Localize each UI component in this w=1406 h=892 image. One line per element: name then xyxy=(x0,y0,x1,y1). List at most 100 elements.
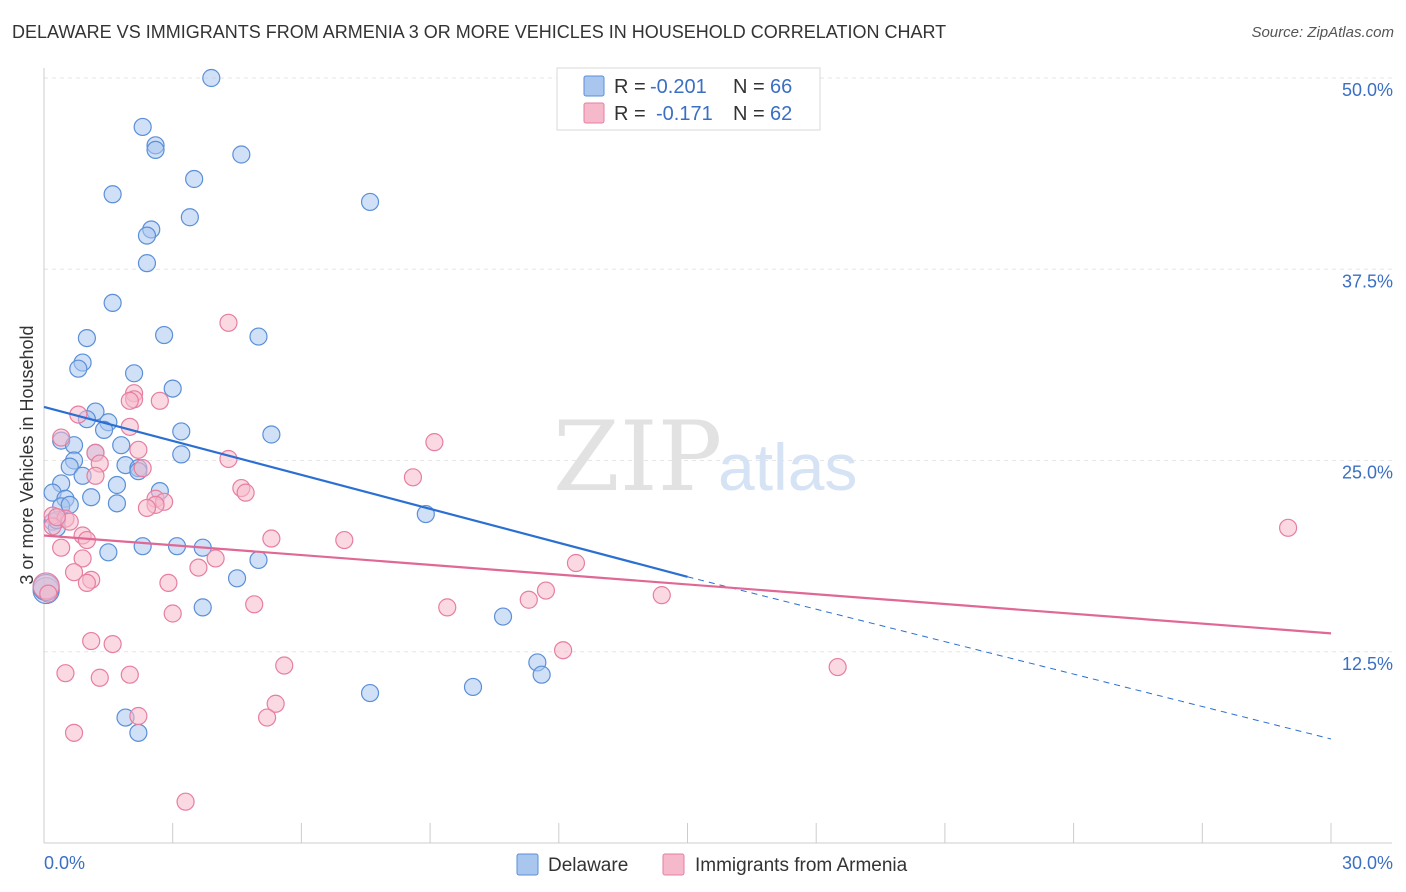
point-delaware-59 xyxy=(532,665,551,684)
point-armenia-53 xyxy=(266,694,285,713)
point-armenia-17 xyxy=(236,483,255,502)
tick-labels: 12.5% 25.0% 37.5% 50.0% 0.0% 30.0% xyxy=(44,80,1393,873)
point-delaware-38 xyxy=(107,475,127,495)
point-delaware-11 xyxy=(137,254,157,273)
point-armenia-52 xyxy=(90,668,109,687)
point-delaware-53 xyxy=(249,550,268,570)
legend-r-value-armenia: -0.171 xyxy=(656,103,713,125)
point-armenia-21 xyxy=(137,498,157,518)
point-delaware-54 xyxy=(227,569,247,588)
watermark-zip: ZIP xyxy=(553,401,722,513)
point-delaware-49 xyxy=(133,537,152,556)
legend-swatch-delaware xyxy=(583,75,605,97)
source-credit: Source: ZipAtlas.com xyxy=(1251,24,1394,41)
point-delaware-13 xyxy=(155,325,174,345)
point-armenia-6 xyxy=(120,417,139,436)
stats-legend: R = -0.201 N = 66 R = -0.171 N = 62 xyxy=(556,67,821,131)
point-delaware-32 xyxy=(60,457,79,476)
point-armenia-50 xyxy=(56,664,75,683)
watermark-atlas: atlas xyxy=(718,430,857,504)
point-armenia-49 xyxy=(828,657,847,677)
point-armenia-34 xyxy=(64,563,84,582)
watermark: ZIP atlas xyxy=(553,401,857,513)
point-armenia-33 xyxy=(566,553,586,573)
point-armenia-7 xyxy=(52,428,71,447)
series-armenia-points xyxy=(32,313,1298,811)
bottom-legend-swatch-armenia xyxy=(662,853,685,876)
point-armenia-37 xyxy=(159,573,178,593)
trend-line-delaware-extension xyxy=(687,576,1332,740)
point-delaware-19 xyxy=(163,379,182,398)
point-armenia-14 xyxy=(86,466,105,485)
legend-r-value-delaware: -0.201 xyxy=(650,76,707,98)
trend-lines xyxy=(43,405,1332,740)
point-delaware-41 xyxy=(82,488,101,507)
point-delaware-56 xyxy=(193,598,212,617)
point-delaware-14 xyxy=(249,327,268,346)
point-delaware-1 xyxy=(133,117,152,137)
x-tick-label-0: 0.0% xyxy=(44,853,85,873)
y-tick-label-3: 50.0% xyxy=(1342,80,1393,100)
point-armenia-4 xyxy=(150,391,169,410)
point-armenia-40 xyxy=(536,581,556,600)
point-armenia-43 xyxy=(438,598,457,617)
point-delaware-24 xyxy=(172,422,191,441)
legend-n-value-delaware: 66 xyxy=(770,76,792,98)
point-armenia-61 xyxy=(47,508,66,527)
y-tick-label-2: 37.5% xyxy=(1342,271,1393,291)
point-armenia-8 xyxy=(425,433,444,452)
point-delaware-18 xyxy=(124,364,144,383)
grid-lines xyxy=(44,77,1392,653)
point-delaware-10 xyxy=(137,226,157,245)
point-armenia-38 xyxy=(189,558,208,577)
point-armenia-44 xyxy=(163,604,182,623)
point-delaware-6 xyxy=(103,185,122,204)
legend-r-label-delaware: R = xyxy=(614,76,646,98)
point-armenia-15 xyxy=(403,468,423,487)
bottom-legend-delaware: Delaware xyxy=(548,855,628,876)
point-delaware-25 xyxy=(262,425,281,444)
point-delaware-30 xyxy=(172,445,191,464)
point-delaware-61 xyxy=(360,683,380,703)
point-armenia-29 xyxy=(335,530,354,550)
bottom-legend-swatch-delaware xyxy=(516,853,539,876)
bottom-legend-armenia: Immigrants from Armenia xyxy=(695,855,908,876)
legend-n-label-delaware: N = xyxy=(733,76,765,98)
point-delaware-28 xyxy=(112,436,131,455)
point-armenia-13 xyxy=(133,459,152,478)
point-armenia-60 xyxy=(1278,518,1298,537)
point-armenia-10 xyxy=(129,440,148,459)
point-armenia-55 xyxy=(257,708,277,727)
point-armenia-30 xyxy=(52,538,71,557)
point-delaware-12 xyxy=(103,293,122,313)
point-armenia-41 xyxy=(519,590,538,609)
point-delaware-4 xyxy=(232,145,251,164)
point-delaware-57 xyxy=(493,607,513,626)
legend-swatch-armenia xyxy=(583,102,605,124)
y-tick-label-1: 25.0% xyxy=(1342,463,1393,483)
point-armenia-39 xyxy=(652,586,671,605)
point-armenia-0 xyxy=(219,313,238,332)
x-tick-label-1: 30.0% xyxy=(1342,853,1393,873)
point-armenia-47 xyxy=(553,641,573,660)
point-delaware-45 xyxy=(107,494,127,513)
trend-line-delaware xyxy=(43,405,688,578)
point-armenia-48 xyxy=(275,656,294,675)
point-delaware-5 xyxy=(185,169,204,189)
point-armenia-54 xyxy=(129,706,148,726)
point-armenia-56 xyxy=(64,723,84,742)
axes xyxy=(43,68,1392,844)
point-armenia-31 xyxy=(73,549,92,568)
point-armenia-51 xyxy=(120,665,139,684)
legend-n-value-armenia: 62 xyxy=(770,103,792,125)
point-armenia-45 xyxy=(82,631,101,651)
point-armenia-59 xyxy=(39,584,58,603)
point-delaware-0 xyxy=(202,68,221,88)
point-delaware-7 xyxy=(360,192,380,212)
y-tick-label-0: 12.5% xyxy=(1342,654,1393,674)
point-armenia-3 xyxy=(120,391,139,410)
point-armenia-42 xyxy=(245,595,264,614)
point-delaware-23 xyxy=(94,420,114,439)
point-delaware-17 xyxy=(69,359,88,378)
